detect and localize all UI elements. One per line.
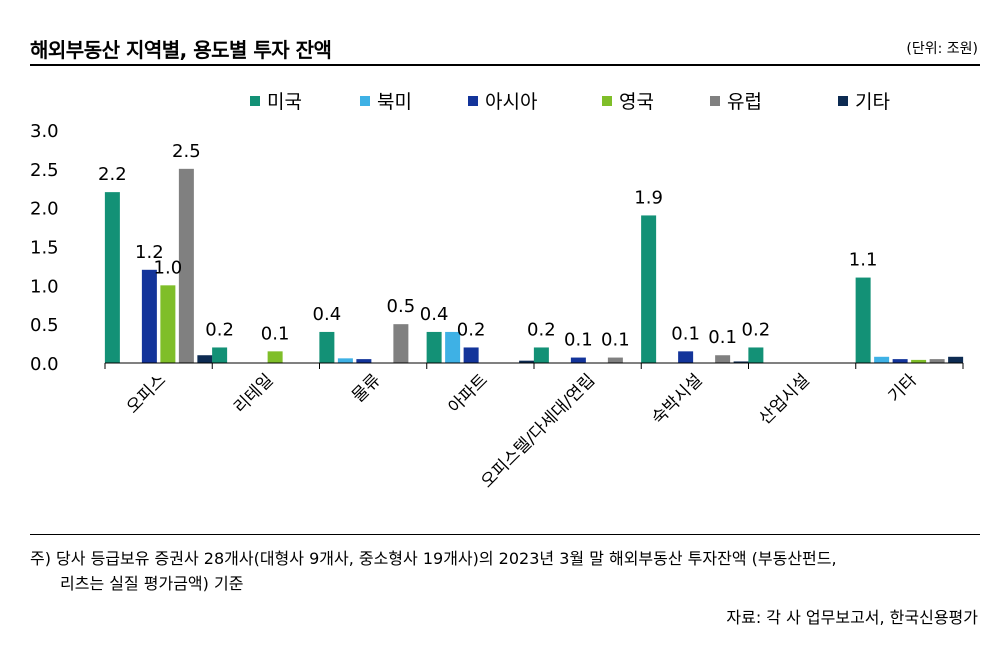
data-label: 1.9 <box>634 187 663 208</box>
bar-유럽 <box>178 168 194 363</box>
bar-아시아 <box>892 359 908 363</box>
bar-미국 <box>533 347 549 363</box>
legend-swatch <box>468 96 478 106</box>
data-label: 2.2 <box>98 164 127 185</box>
data-label: 0.5 <box>387 296 416 317</box>
bar-아시아 <box>678 351 694 363</box>
y-tick-label: 1.5 <box>30 238 59 259</box>
bar-미국 <box>426 331 442 363</box>
legend-label: 아시아 <box>485 91 537 113</box>
bar-북미 <box>874 356 890 363</box>
data-label: 0.1 <box>564 330 593 351</box>
footer-divider <box>30 534 980 535</box>
bar-아시아 <box>570 357 586 363</box>
legend-swatch <box>360 96 370 106</box>
y-tick-label: 2.0 <box>30 199 59 220</box>
chart-legend: 미국 북미 아시아 영국 유럽 기타 <box>250 91 890 113</box>
data-label: 0.2 <box>205 319 234 340</box>
bar-북미 <box>337 358 353 363</box>
data-label: 0.1 <box>261 323 290 344</box>
bar-미국 <box>212 347 228 363</box>
y-tick-label: 0.0 <box>30 354 59 375</box>
y-tick-label: 2.5 <box>30 160 59 181</box>
legend-item: 영국 <box>602 91 654 113</box>
legend-label: 기타 <box>855 91 890 113</box>
y-tick-label: 1.0 <box>30 276 59 297</box>
title-divider <box>30 64 980 66</box>
legend-swatch <box>250 96 260 106</box>
bar-유럽 <box>393 324 409 363</box>
bar-아시아 <box>141 269 157 363</box>
y-axis: 0.0 0.5 1.0 1.5 2.0 2.5 3.0 <box>30 121 59 375</box>
data-label: 0.1 <box>601 330 630 351</box>
data-label: 0.1 <box>671 323 700 344</box>
data-label: 0.1 <box>708 327 737 348</box>
bar-기타 <box>197 355 213 363</box>
bar-영국 <box>911 359 927 363</box>
bar-미국 <box>748 347 764 363</box>
bar-기타 <box>733 361 749 363</box>
unit-label: (단위: 조원) <box>906 41 978 57</box>
legend-swatch <box>710 96 720 106</box>
bar-chart: 미국 북미 아시아 영국 유럽 기타 0.00.51.01.52.02.53.0 2.21… <box>30 91 964 492</box>
x-category-label: 산업시설 <box>755 370 813 428</box>
footnote-line-1: 주) 당사 등급보유 증권사 28개사(대형사 9개사, 중소형사 19개사)의… <box>30 549 837 568</box>
x-category-label: 리테일 <box>230 370 277 417</box>
x-category-label: 아파트 <box>445 370 492 417</box>
bar-유럽 <box>715 355 731 363</box>
x-category-label: 기타 <box>885 370 922 407</box>
bar-유럽 <box>607 357 623 363</box>
data-label: 1.0 <box>154 257 183 278</box>
legend-label: 유럽 <box>727 91 762 113</box>
data-label: 0.4 <box>313 304 342 325</box>
legend-swatch <box>602 96 612 106</box>
legend-item: 북미 <box>360 91 412 113</box>
bar-아시아 <box>356 359 372 363</box>
data-labels: 2.21.21.02.50.2 0.10.4 0.5 0.40.2 0.2 0.1 0.11… <box>98 141 877 351</box>
data-label: 1.2 <box>135 242 164 263</box>
legend-item: 미국 <box>250 91 302 113</box>
source-note: 자료: 각 사 업무보고서, 한국신용평가 <box>726 608 978 627</box>
data-label: 2.5 <box>172 141 201 162</box>
bar-미국 <box>641 215 657 363</box>
legend-label: 미국 <box>267 91 302 113</box>
bar-유럽 <box>929 359 945 363</box>
x-category-label: 숙박시설 <box>648 370 706 428</box>
bars <box>104 168 964 363</box>
legend-item: 기타 <box>838 91 890 113</box>
bar-기타 <box>519 360 535 363</box>
data-label: 0.2 <box>457 319 486 340</box>
bar-기타 <box>948 356 964 363</box>
data-label: 0.4 <box>420 304 449 325</box>
legend-swatch <box>838 96 848 106</box>
bar-영국 <box>160 285 176 363</box>
data-label: 0.2 <box>527 319 556 340</box>
bar-미국 <box>855 277 871 363</box>
bar-아시아 <box>463 347 479 363</box>
footnote: 주) 당사 등급보유 증권사 28개사(대형사 9개사, 중소형사 19개사)의… <box>30 546 837 596</box>
legend-label: 영국 <box>619 91 654 113</box>
legend-label: 북미 <box>377 91 412 113</box>
footnote-line-2: 리츠는 실질 평가금액) 기준 <box>60 574 244 593</box>
data-label: 1.1 <box>849 250 878 271</box>
y-tick-label: 0.5 <box>30 315 59 336</box>
bar-미국 <box>104 192 120 363</box>
legend-item: 아시아 <box>468 91 537 113</box>
bar-미국 <box>319 331 335 363</box>
page-title: 해외부동산 지역별, 용도별 투자 잔액 <box>30 38 332 62</box>
bar-영국 <box>267 351 283 363</box>
x-category-label: 오피스텔/다세대/연립 <box>477 370 599 492</box>
x-category-label: 물류 <box>348 370 384 406</box>
x-category-label: 오피스 <box>123 370 170 417</box>
data-label: 0.2 <box>742 319 771 340</box>
bar-북미 <box>445 331 461 363</box>
y-tick-label: 3.0 <box>30 121 59 142</box>
legend-item: 유럽 <box>710 91 762 113</box>
